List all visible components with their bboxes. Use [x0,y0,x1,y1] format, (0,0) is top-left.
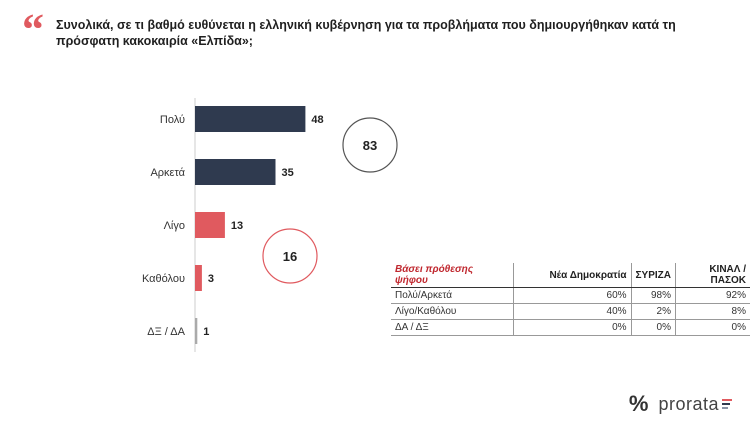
table-row-label: Πολύ/Αρκετά [391,287,514,304]
table-header-row: Βάσει πρόθεσης ψήφου Νέα Δημοκρατία ΣΥΡΙ… [391,263,750,288]
table-row-label: Λίγο/Καθόλου [391,303,514,320]
data-label: 13 [231,220,243,232]
data-label: 48 [311,114,323,126]
table-column-header: ΣΥΡΙΖΑ [630,263,676,288]
table-cell: 0% [630,319,676,336]
category-label: Αρκετά [150,167,185,179]
chart-title: Συνολικά, σε τι βαθμό ευθύνεται η ελληνι… [56,18,676,48]
table-cell: 2% [630,303,676,320]
table-cell: 98% [630,287,676,304]
table-cell: 40% [512,303,632,320]
bar [195,159,276,185]
table-row: Πολύ/Αρκετά 60% 98% 92% [391,287,750,304]
table-row-label: ΔΑ / ΔΞ [391,319,514,336]
category-label: Καθόλου [142,273,185,285]
group-total-circle [342,117,398,173]
brand-name: prorata [658,394,719,414]
group-total-circle [262,228,318,284]
category-label: Πολύ [160,114,185,126]
vote-intention-table: Βάσει πρόθεσης ψήφου Νέα Δημοκρατία ΣΥΡΙ… [391,263,750,336]
table-row: Λίγο/Καθόλου 40% 2% 8% [391,303,750,320]
table-caption: Βάσει πρόθεσης ψήφου [391,263,514,288]
data-label: 3 [208,273,214,285]
brand-bars-icon [722,399,732,409]
table-row: ΔΑ / ΔΞ 0% 0% 0% [391,319,750,336]
bar [195,265,202,291]
table-column-header: ΚΙΝΑΛ / ΠΑΣΟΚ [675,263,750,288]
category-label: ΔΞ / ΔΑ [147,326,185,338]
bar [195,106,306,132]
table-cell: 0% [675,319,750,336]
table-cell: 8% [675,303,750,320]
percent-logo-icon: % [628,391,649,416]
data-label: 1 [203,326,209,338]
group-total-label: 16 [283,249,297,264]
bar [195,212,225,238]
group-total-label: 83 [363,138,377,153]
quote-mark-icon: “ [22,5,44,54]
table-cell: 60% [512,287,632,304]
prorata-logo: % prorata [629,393,732,415]
category-label: Λίγο [164,220,185,232]
table-column-header: Νέα Δημοκρατία [512,263,632,288]
data-label: 35 [282,167,294,179]
bar [195,318,198,344]
table-cell: 92% [675,287,750,304]
table-cell: 0% [512,319,632,336]
